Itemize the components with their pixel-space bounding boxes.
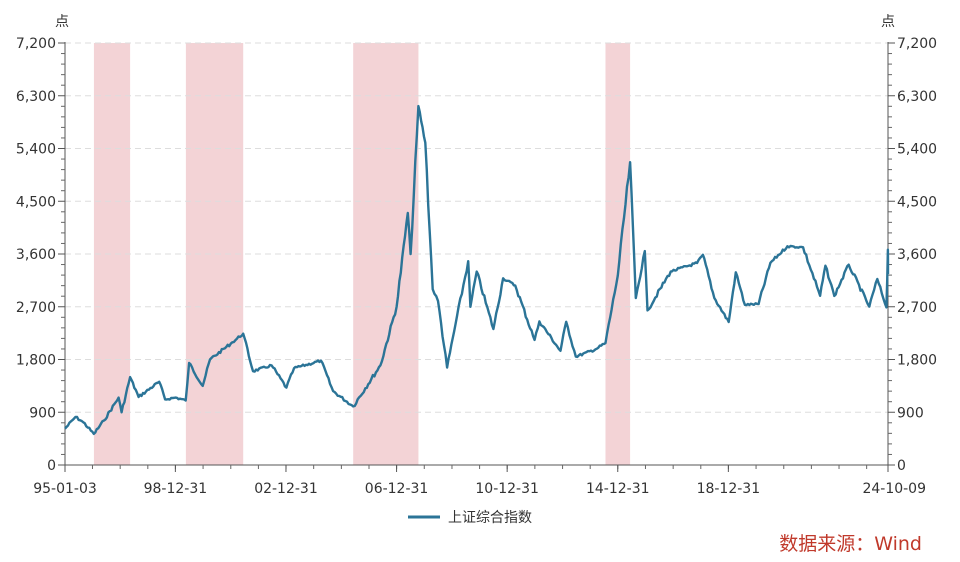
series-line-1 [64, 104, 890, 436]
gridlines [65, 42, 888, 413]
left-y-ticks: 0 900 1,800 2,700 3,600 4,500 5,400 6,300 7,200 [16, 36, 65, 474]
right-y-tick-label: 1,800 [897, 353, 937, 369]
left-y-unit: 点 [55, 14, 69, 30]
right-y-tick-label: 900 [897, 405, 924, 421]
left-y-tick-label: 6,300 [16, 89, 56, 105]
source-note: 数据来源：Wind [779, 533, 922, 555]
left-y-tick-label: 7,200 [16, 36, 56, 52]
left-y-tick-label: 0 [47, 458, 56, 474]
x-tick-label: 06-12-31 [365, 481, 429, 497]
right-y-tick-label: 5,400 [897, 142, 937, 158]
x-ticks: 95-01-03 98-12-31 02-12-31 06-12-31 10-12-31… [33, 465, 926, 497]
left-y-tick-label: 2,700 [16, 300, 56, 316]
x-tick-label: 14-12-31 [586, 481, 650, 497]
left-y-tick-label: 3,600 [16, 247, 56, 263]
right-y-tick-label: 7,200 [897, 36, 937, 52]
shaded-period-2 [185, 43, 244, 465]
right-y-ticks: 0 900 1,800 2,700 3,600 4,500 5,400 6,300 7,200 [888, 36, 937, 474]
right-y-tick-label: 2,700 [897, 300, 937, 316]
right-y-tick-label: 6,300 [897, 89, 937, 105]
right-y-tick-label: 0 [897, 458, 906, 474]
right-y-unit: 点 [881, 14, 895, 30]
x-tick-label: 95-01-03 [33, 481, 97, 497]
right-y-tick-label: 4,500 [897, 194, 937, 210]
series-lines [64, 104, 890, 436]
left-y-tick-label: 4,500 [16, 194, 56, 210]
legend: 上证综合指数 [408, 510, 532, 526]
x-tick-label: 24-10-09 [862, 481, 926, 497]
x-tick-label: 98-12-31 [144, 481, 208, 497]
right-y-tick-label: 3,600 [897, 247, 937, 263]
x-tick-label: 10-12-31 [475, 481, 539, 497]
x-tick-label: 02-12-31 [254, 481, 318, 497]
x-tick-label: 18-12-31 [697, 481, 761, 497]
left-y-tick-label: 1,800 [16, 353, 56, 369]
left-y-tick-label: 900 [29, 405, 56, 421]
left-y-tick-label: 5,400 [16, 142, 56, 158]
legend-label: 上证综合指数 [448, 510, 532, 526]
